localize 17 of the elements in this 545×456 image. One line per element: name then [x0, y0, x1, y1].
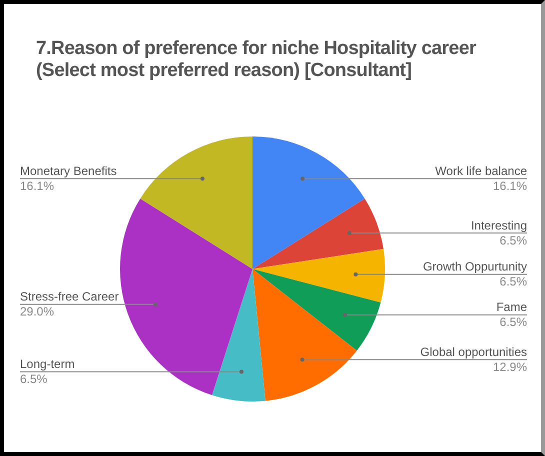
data-label: 6.5%: [500, 233, 528, 248]
slice-label: Work life balance: [435, 164, 528, 178]
chart-title: 7.Reason of preference for niche Hospitality career (Select most preferred reason) [Consultant]: [36, 38, 478, 82]
data-label: 6.5%: [20, 372, 48, 386]
data-label: 12.9%: [492, 360, 528, 374]
slice-label: Long-term: [20, 357, 75, 372]
slice-label: Interesting: [470, 218, 527, 232]
data-label: 16.1%: [20, 178, 54, 193]
slice-label: Growth Oppurtunity: [422, 260, 527, 274]
slice-label: Fame: [496, 300, 528, 314]
data-label: 29.0%: [20, 304, 54, 319]
slice-label: Stress-free Career: [20, 290, 119, 304]
slice-label: Global opportunities: [420, 344, 527, 359]
data-label: 6.5%: [500, 274, 528, 289]
slice-label: Monetary Benefits: [20, 164, 117, 178]
data-label: 6.5%: [500, 315, 528, 330]
data-label: 16.1%: [492, 178, 528, 193]
